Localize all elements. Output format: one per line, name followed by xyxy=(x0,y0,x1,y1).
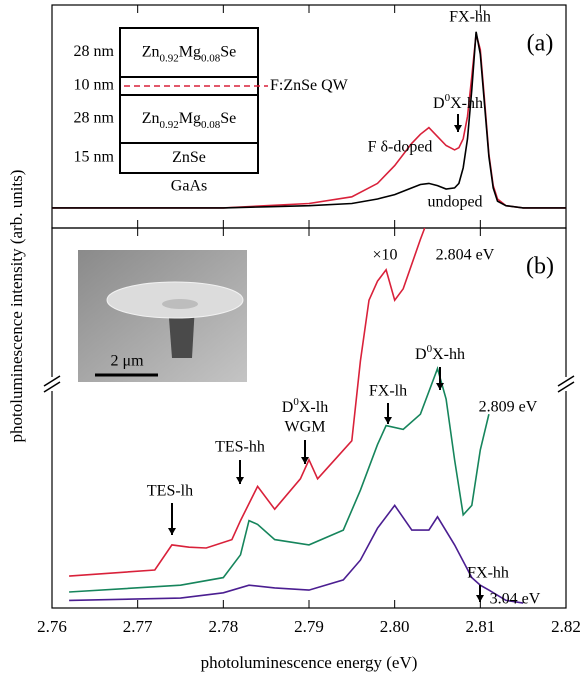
annotation: TES-lh xyxy=(147,483,193,500)
text-part: Se xyxy=(220,110,236,127)
annotation: FX-hh xyxy=(467,565,509,582)
scale-bar-label: 2 μm xyxy=(110,353,144,370)
y-axis-label: photoluminescence intensity (arb. units) xyxy=(7,170,26,443)
series-label: 2.804 eV xyxy=(436,247,495,264)
text-part: D xyxy=(433,95,445,112)
layer-material: F:ZnSe QW xyxy=(270,77,349,94)
text-part: X-lh xyxy=(299,399,328,416)
arrow-head xyxy=(384,417,392,424)
annotation: D0X-hh xyxy=(433,92,483,112)
text-part: ZnSe xyxy=(172,149,206,166)
series-label: 3.04 eV xyxy=(490,591,541,608)
annotation: D0X-hh xyxy=(415,343,465,363)
x-tick-label: 2.79 xyxy=(294,617,324,636)
text-part: 0.92 xyxy=(160,119,179,131)
text-part: Zn xyxy=(142,43,160,60)
annotation: TES-hh xyxy=(215,439,265,456)
series-line xyxy=(69,369,489,592)
x-tick-label: 2.81 xyxy=(465,617,495,636)
layer-thickness: 28 nm xyxy=(74,110,115,127)
text-part: Mg xyxy=(179,110,201,127)
text-part: Se xyxy=(220,43,236,60)
series-label: F δ-doped xyxy=(368,139,433,156)
text-part: 0.08 xyxy=(201,52,221,64)
text-part: Zn xyxy=(142,110,160,127)
arrow-head xyxy=(168,528,176,535)
text-part: F:ZnSe QW xyxy=(270,77,349,94)
x-tick-label: 2.77 xyxy=(123,617,153,636)
text-part: D xyxy=(282,399,294,416)
series-label: 2.809 eV xyxy=(479,399,538,416)
annotation: WGM xyxy=(285,419,326,436)
text-part: 0.92 xyxy=(160,52,179,64)
figure: photoluminescence energy (eV) photolumin… xyxy=(0,0,586,689)
layer-material: ZnSe xyxy=(172,149,206,166)
x-tick-label: 2.78 xyxy=(208,617,238,636)
x-axis-label: photoluminescence energy (eV) xyxy=(201,653,418,672)
panel-label: (b) xyxy=(526,254,554,280)
text-part: X-hh xyxy=(432,346,465,363)
panel-label: (a) xyxy=(527,31,554,57)
x-tick-label: 2.82 xyxy=(551,617,581,636)
text-part: Mg xyxy=(179,43,201,60)
annotation: D0X-lh xyxy=(282,396,328,416)
annotation: ×10 xyxy=(372,247,397,264)
layer-thickness: 10 nm xyxy=(74,77,115,94)
x-tick-label: 2.76 xyxy=(37,617,67,636)
text-part: X-hh xyxy=(450,95,483,112)
substrate-label: GaAs xyxy=(171,178,207,195)
layer-thickness: 28 nm xyxy=(74,43,115,60)
layer-thickness: 15 nm xyxy=(74,149,115,166)
text-part: 0.08 xyxy=(201,119,221,131)
x-tick-label: 2.80 xyxy=(380,617,410,636)
sem-inset xyxy=(78,250,247,382)
series-label: undoped xyxy=(427,194,482,211)
annotation: FX-lh xyxy=(369,383,407,400)
arrow-head xyxy=(236,477,244,484)
text-part: D xyxy=(415,346,427,363)
arrow-head xyxy=(476,595,484,602)
arrow-head xyxy=(454,125,462,132)
annotation: FX-hh xyxy=(449,9,491,26)
